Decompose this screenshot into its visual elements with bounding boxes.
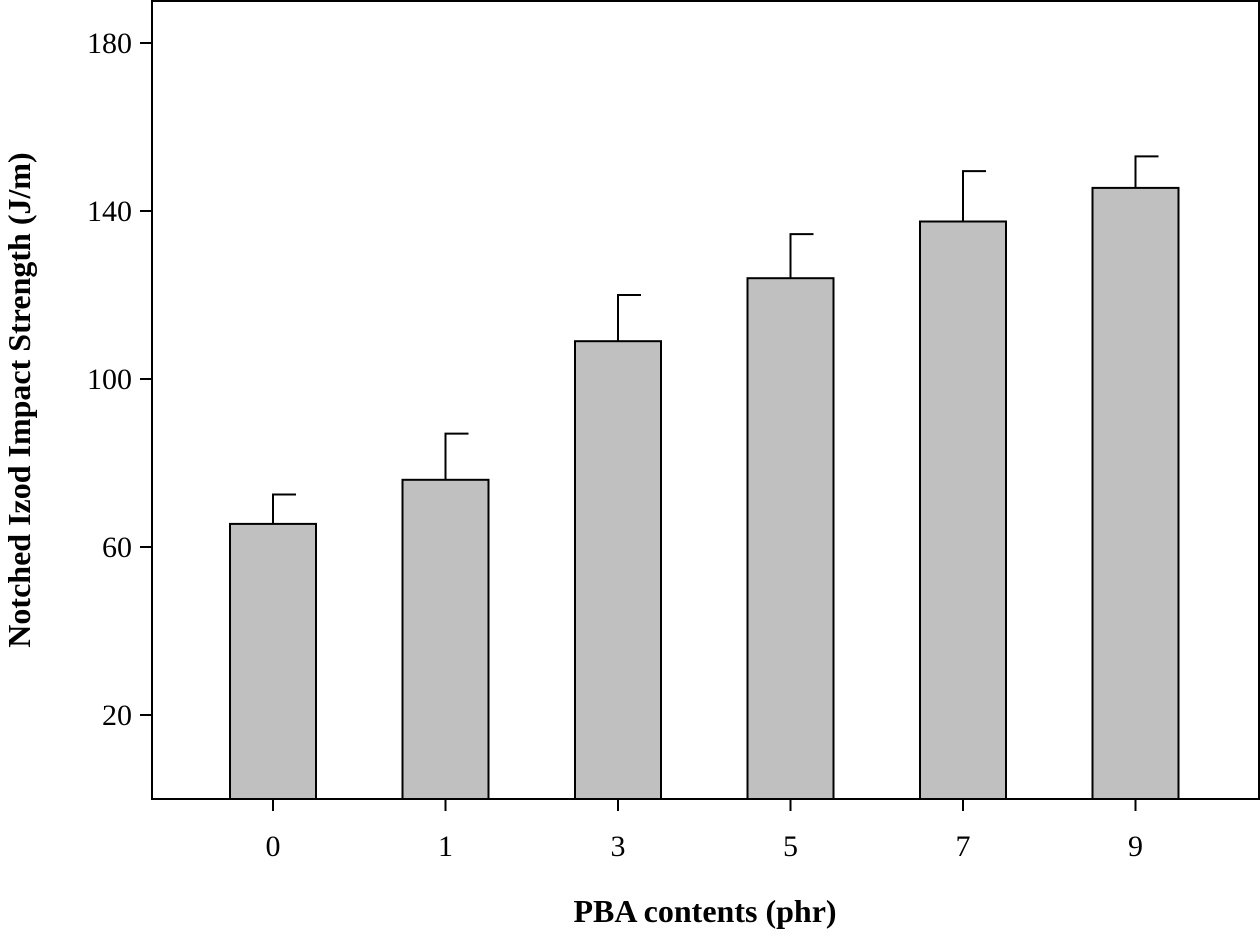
y-tick-label: 180	[87, 27, 132, 60]
x-axis: 0 1 3 5 7 9	[266, 799, 1143, 863]
bar	[401, 478, 490, 800]
x-tick-label: 1	[438, 830, 453, 863]
x-tick-label: 9	[1128, 830, 1143, 863]
error-bars	[272, 155, 1159, 524]
y-tick-label: 20	[102, 699, 132, 732]
bar	[1091, 186, 1180, 800]
x-tick-label: 5	[783, 830, 798, 863]
y-axis-title: Notched Izod Impact Strength (J/m)	[1, 152, 37, 647]
bar-series	[229, 186, 1180, 801]
x-tick-label: 0	[266, 830, 281, 863]
y-tick-label: 60	[102, 531, 132, 564]
y-tick-label: 100	[87, 363, 132, 396]
plot-frame	[151, 0, 1260, 800]
bar	[746, 277, 835, 800]
bar	[574, 340, 662, 800]
y-tick-label: 140	[87, 195, 132, 228]
y-axis: 20 60 100 140 180	[87, 27, 152, 732]
bar	[919, 220, 1007, 800]
x-tick-label: 3	[611, 830, 626, 863]
x-tick-label: 7	[956, 830, 971, 863]
x-axis-title: PBA contents (phr)	[573, 893, 836, 929]
bar	[229, 522, 317, 801]
